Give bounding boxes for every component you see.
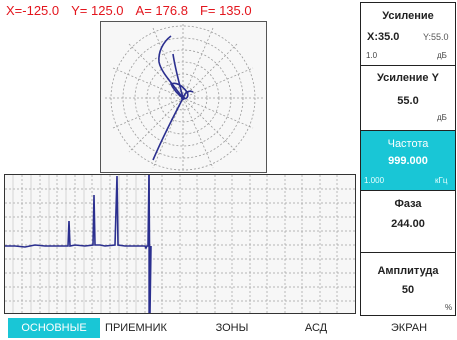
phase-item[interactable]: Фаза 244.00 xyxy=(361,191,455,253)
plane-center-dot xyxy=(181,96,185,100)
frequency-step: 1.000 xyxy=(364,176,385,185)
amplitude-unit: % xyxy=(445,303,453,312)
gain-x-value: X:35.0 xyxy=(367,31,400,43)
gain-y-value: Y:55.0 xyxy=(423,32,449,42)
frequency-value: 999.000 xyxy=(388,155,428,167)
sweep-grid xyxy=(5,175,355,313)
phase-value: 244.00 xyxy=(391,218,425,230)
tab-asd[interactable]: АСД xyxy=(304,322,328,334)
frequency-item[interactable]: Частота 999.000 1.000 кГц xyxy=(361,131,455,191)
frequency-unit: кГц xyxy=(435,176,448,185)
frequency-title: Частота xyxy=(387,138,429,150)
readout-x: X=-125.0 xyxy=(6,3,60,18)
impedance-plane[interactable] xyxy=(100,21,267,173)
readout-f: F= 135.0 xyxy=(199,3,252,18)
tab-screen[interactable]: ЭКРАН xyxy=(390,322,428,334)
parameter-panel: Усиление X:35.0 Y:55.0 1.0 дБ Усиление Y… xyxy=(360,2,456,316)
gain-step: 1.0 xyxy=(366,51,378,60)
amplitude-title: Амплитуда xyxy=(377,265,439,277)
gain-item[interactable]: Усиление X:35.0 Y:55.0 1.0 дБ xyxy=(361,3,455,66)
menu-tabs: ОСНОВНЫЕ ПРИЕМНИК ЗОНЫ АСД ЭКРАН xyxy=(0,318,457,340)
gain-y-unit: дБ xyxy=(437,113,447,122)
gain-title: Усиление xyxy=(382,10,434,22)
signal-sweep[interactable] xyxy=(4,174,356,314)
readout-y: Y= 125.0 xyxy=(71,3,124,18)
sweep-grid-minor xyxy=(12,175,137,313)
amplitude-value: 50 xyxy=(401,284,415,296)
impedance-plane-svg xyxy=(105,24,263,172)
display-area: X=-125.0 Y= 125.0 A= 176.8 F= 135.0 xyxy=(4,3,356,314)
gain-unit: дБ xyxy=(437,51,447,60)
impedance-trace xyxy=(152,35,194,161)
tab-zones[interactable]: ЗОНЫ xyxy=(215,322,249,334)
tab-receiver[interactable]: ПРИЕМНИК xyxy=(105,322,167,334)
sweep-trace xyxy=(5,174,152,314)
gain-y-title: Усиление Y xyxy=(377,72,439,84)
gain-y-value-display: 55.0 xyxy=(397,95,419,107)
readout-a: A= 176.8 xyxy=(135,3,188,18)
phase-title: Фаза xyxy=(394,198,422,210)
coordinate-readout: X=-125.0 Y= 125.0 A= 176.8 F= 135.0 xyxy=(6,3,252,21)
gain-y-item[interactable]: Усиление Y 55.0 дБ xyxy=(361,66,455,131)
signal-sweep-svg xyxy=(5,174,355,314)
tab-main[interactable]: ОСНОВНЫЕ xyxy=(8,318,100,338)
amplitude-item[interactable]: Амплитуда 50 % xyxy=(361,253,455,315)
